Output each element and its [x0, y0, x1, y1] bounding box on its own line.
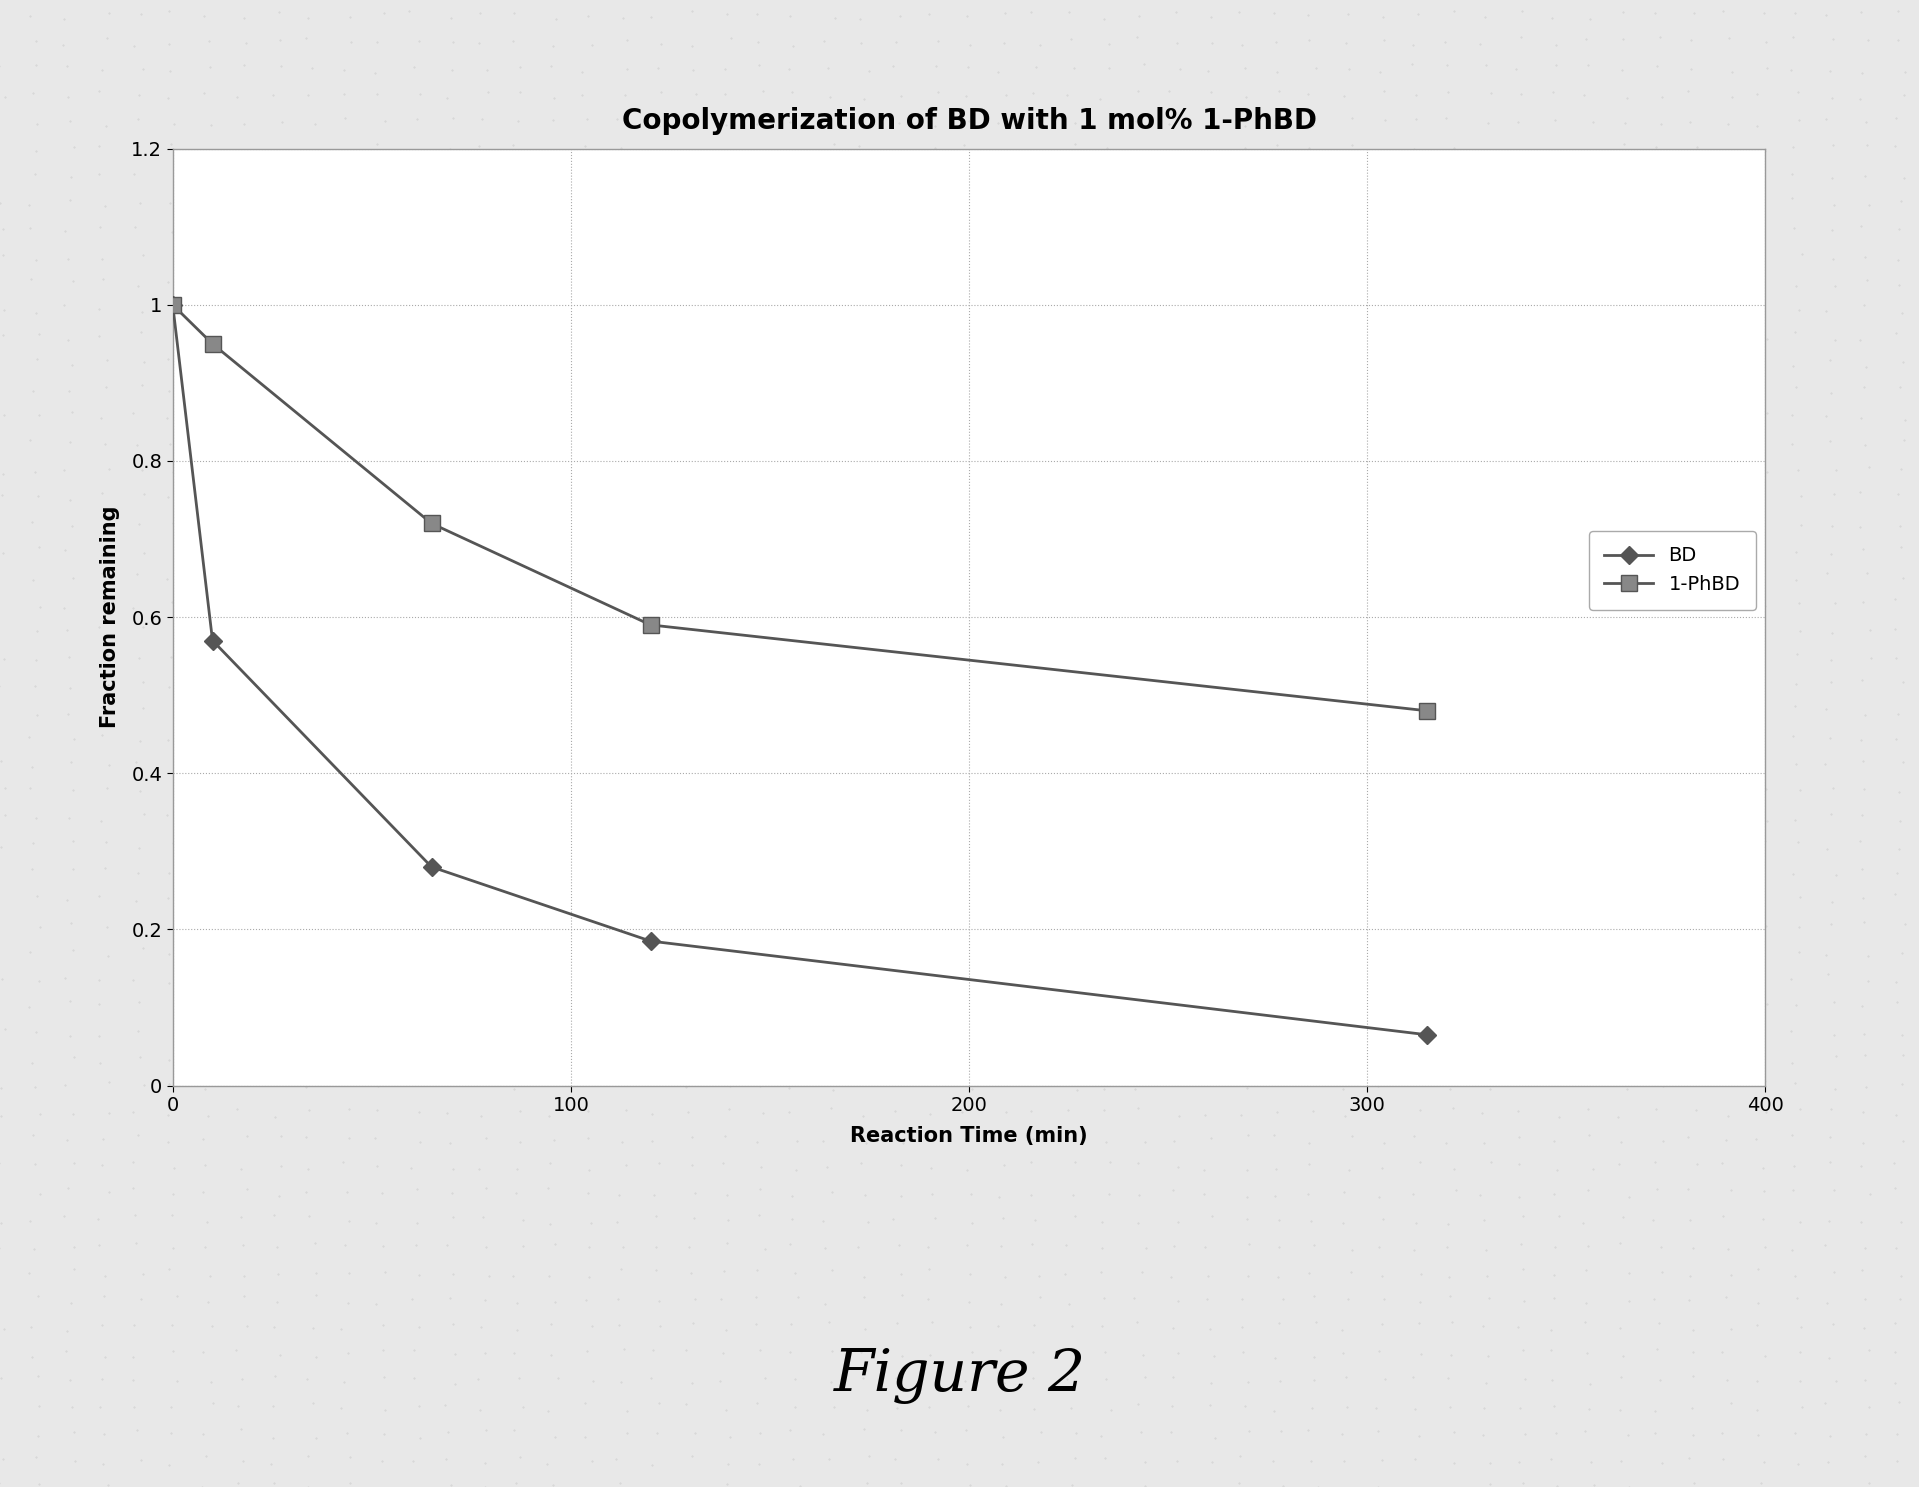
Y-axis label: Fraction remaining: Fraction remaining — [100, 506, 121, 729]
BD — [639, 932, 662, 950]
Legend: BD, 1-PhBD: BD, 1-PhBD — [1589, 531, 1756, 610]
1-PhBD — [1416, 702, 1439, 720]
BD — [1416, 1026, 1439, 1044]
BD — [201, 632, 225, 650]
Line: 1-PhBD: 1-PhBD — [165, 297, 1435, 718]
Line: BD: BD — [167, 299, 1433, 1041]
1-PhBD — [639, 616, 662, 633]
1-PhBD — [201, 335, 225, 352]
1-PhBD — [420, 515, 443, 532]
BD — [161, 296, 184, 314]
X-axis label: Reaction Time (min): Reaction Time (min) — [850, 1126, 1088, 1146]
1-PhBD — [161, 296, 184, 314]
BD — [420, 858, 443, 876]
Text: Figure 2: Figure 2 — [833, 1347, 1086, 1404]
Title: Copolymerization of BD with 1 mol% 1-PhBD: Copolymerization of BD with 1 mol% 1-PhB… — [622, 107, 1316, 135]
